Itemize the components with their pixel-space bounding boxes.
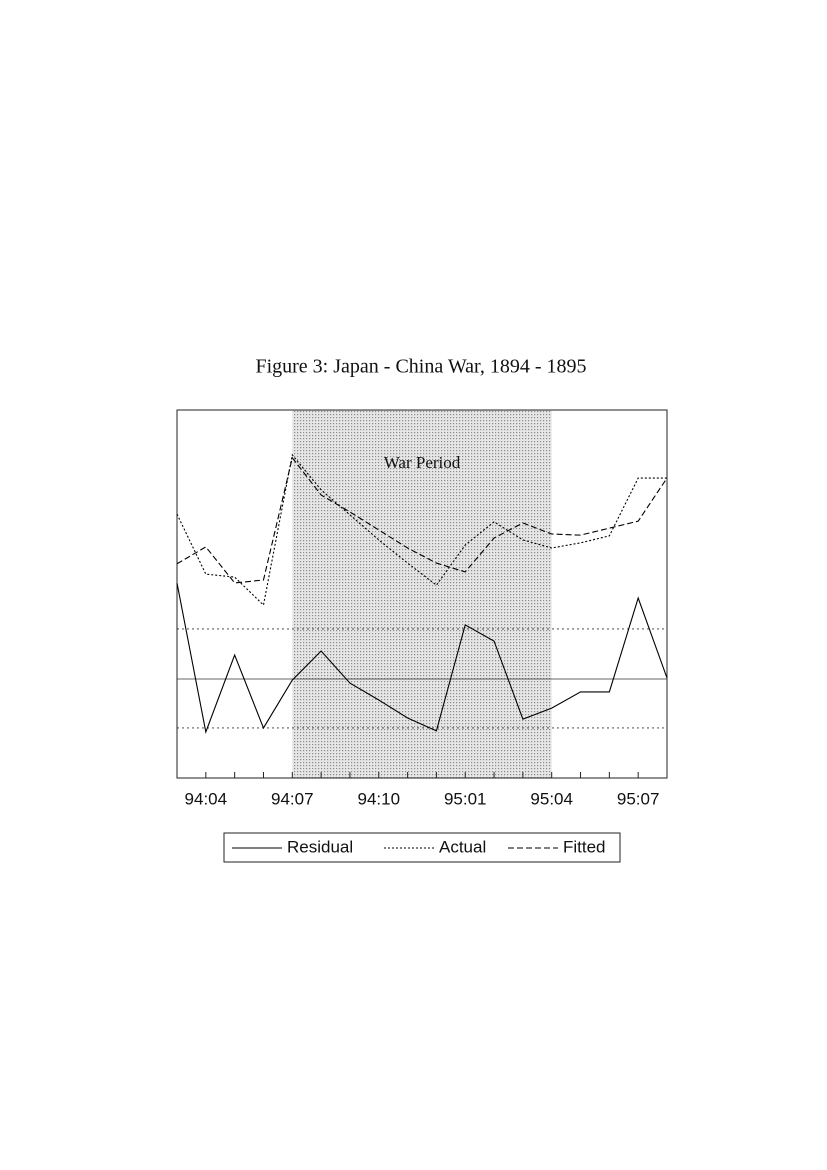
x-tick-label: 94:10 [357,789,400,808]
legend-label: Residual [287,837,353,856]
legend: Residual Actual Fitted [232,837,606,856]
chart-title: Figure 3: Japan - China War, 1894 - 1895 [255,356,586,378]
x-tick-label: 95:04 [530,789,573,808]
x-tick-label: 94:07 [271,789,314,808]
x-tick-label: 95:07 [617,789,660,808]
legend-box [223,832,621,863]
shaded-period [292,410,552,778]
series-line [176,456,668,584]
legend-label: Actual [439,837,486,856]
plot-frame [176,409,668,779]
legend-label: Fitted [563,837,606,856]
shade-label: War Period [384,453,461,472]
series-line [176,453,667,607]
x-tick-label: 95:01 [444,789,487,808]
series-line [176,582,668,735]
x-tick-label: 94:04 [185,789,228,808]
